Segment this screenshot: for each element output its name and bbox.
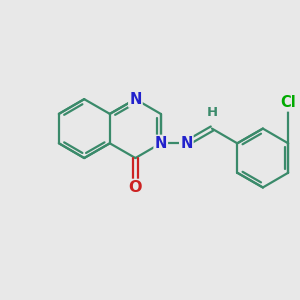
Text: H: H (206, 106, 218, 119)
Text: N: N (154, 136, 167, 151)
Text: N: N (180, 136, 193, 151)
Text: N: N (129, 92, 142, 107)
Text: O: O (129, 180, 142, 195)
Text: Cl: Cl (280, 95, 296, 110)
